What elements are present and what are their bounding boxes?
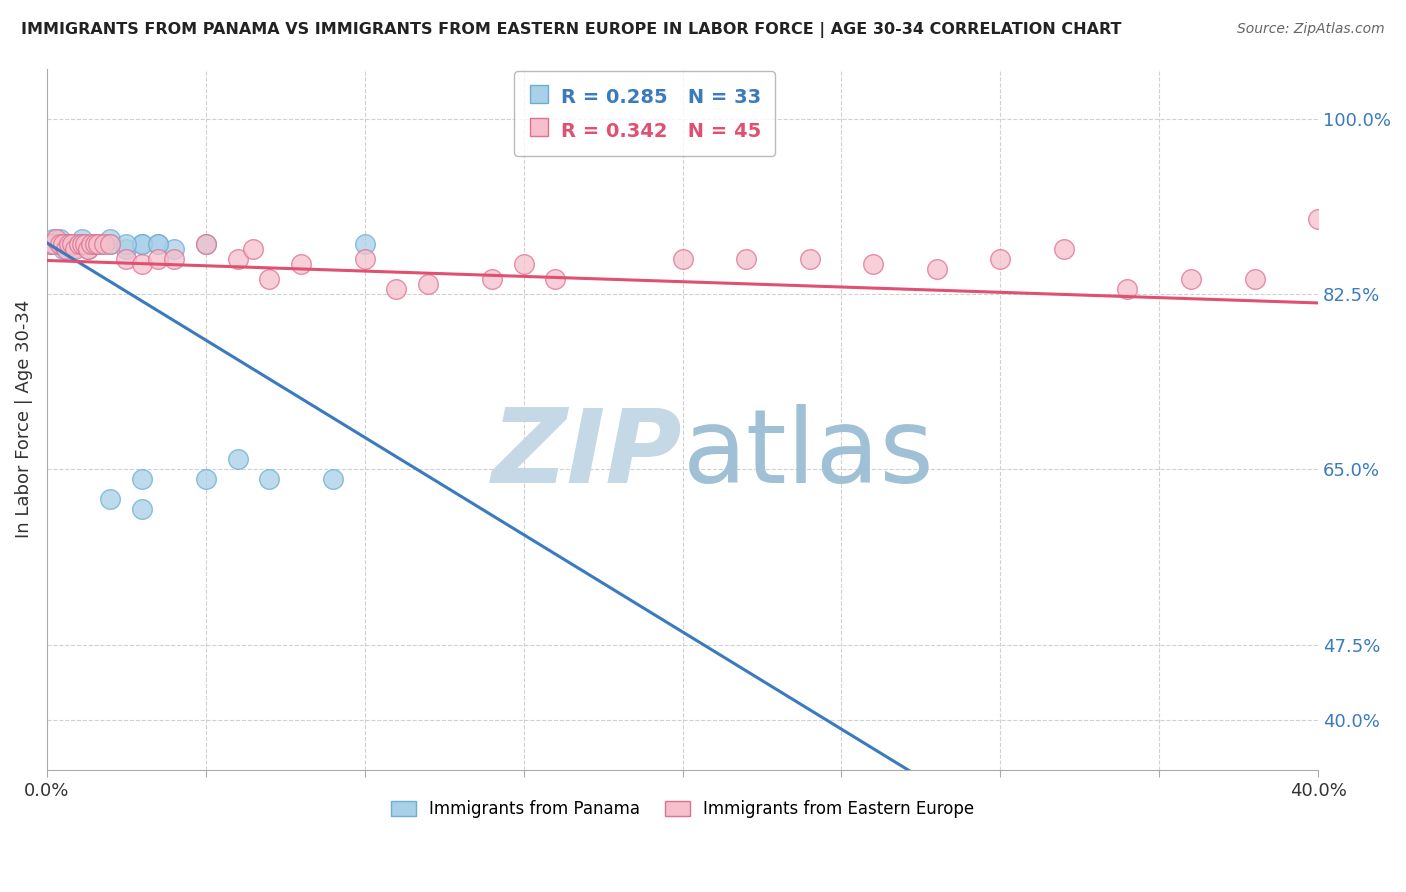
Point [735, 252, 758, 266]
Point [242, 242, 264, 256]
Point [1180, 272, 1202, 286]
Y-axis label: In Labor Force | Age 30-34: In Labor Force | Age 30-34 [15, 300, 32, 539]
Point [1308, 211, 1330, 226]
Point [73, 236, 96, 251]
Point [48, 236, 70, 251]
Point [862, 257, 884, 271]
Point [70, 236, 93, 251]
Point [481, 272, 503, 286]
Point [48, 232, 70, 246]
Point [58, 236, 80, 251]
Point [83, 236, 105, 251]
Point [131, 236, 153, 251]
Point [925, 262, 948, 277]
Point [146, 252, 169, 266]
Point [353, 252, 375, 266]
Point [70, 232, 93, 246]
Point [83, 236, 105, 251]
Point [100, 232, 122, 246]
Point [799, 252, 821, 266]
Point [67, 236, 90, 251]
Point [39, 236, 62, 251]
Point [322, 472, 344, 486]
Point [65, 242, 87, 256]
Text: ZIP: ZIP [492, 404, 682, 505]
Point [226, 252, 249, 266]
Point [45, 236, 67, 251]
Point [115, 236, 138, 251]
Point [353, 236, 375, 251]
Point [146, 236, 169, 251]
Point [42, 236, 65, 251]
Point [93, 236, 115, 251]
Point [163, 242, 186, 256]
Text: IMMIGRANTS FROM PANAMA VS IMMIGRANTS FROM EASTERN EUROPE IN LABOR FORCE | AGE 30: IMMIGRANTS FROM PANAMA VS IMMIGRANTS FRO… [21, 22, 1122, 38]
Text: atlas: atlas [682, 404, 934, 505]
Point [42, 232, 65, 246]
Point [52, 236, 75, 251]
Point [60, 242, 83, 256]
Point [100, 236, 122, 251]
Point [55, 242, 77, 256]
Point [100, 236, 122, 251]
Point [87, 236, 110, 251]
Point [418, 277, 440, 291]
Point [60, 236, 83, 251]
Point [226, 452, 249, 467]
Point [512, 257, 534, 271]
Point [67, 236, 90, 251]
Legend: Immigrants from Panama, Immigrants from Eastern Europe: Immigrants from Panama, Immigrants from … [384, 794, 981, 825]
Point [259, 272, 281, 286]
Point [194, 236, 217, 251]
Text: Source: ZipAtlas.com: Source: ZipAtlas.com [1237, 22, 1385, 37]
Point [90, 236, 112, 251]
Point [73, 236, 96, 251]
Point [544, 272, 567, 286]
Point [115, 252, 138, 266]
Point [65, 236, 87, 251]
Point [194, 472, 217, 486]
Point [1116, 282, 1139, 296]
Point [52, 242, 75, 256]
Point [131, 502, 153, 516]
Point [290, 257, 312, 271]
Point [100, 492, 122, 507]
Point [163, 252, 186, 266]
Point [259, 472, 281, 486]
Point [131, 236, 153, 251]
Point [146, 236, 169, 251]
Point [385, 282, 408, 296]
Point [988, 252, 1011, 266]
Point [115, 242, 138, 256]
Point [1053, 242, 1076, 256]
Point [55, 236, 77, 251]
Point [194, 236, 217, 251]
Point [58, 236, 80, 251]
Point [80, 236, 103, 251]
Point [77, 242, 100, 256]
Point [77, 242, 100, 256]
Point [131, 257, 153, 271]
Point [45, 232, 67, 246]
Point [39, 236, 62, 251]
Point [131, 472, 153, 486]
Point [1243, 272, 1265, 286]
Point [671, 252, 693, 266]
